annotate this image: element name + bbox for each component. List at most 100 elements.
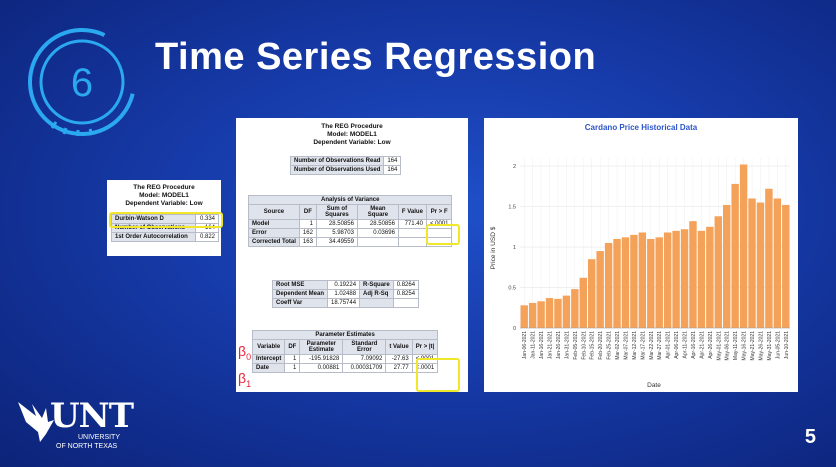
x-tick-label: Apr-26-2021 [708,331,714,359]
price-bar [520,305,528,328]
price-bar [756,202,765,328]
price-bar [571,289,579,328]
x-tick-label: Jan-26-2021 [556,331,562,359]
cell: 771.40 [397,219,427,229]
x-tick-label: Feb-20-2021 [598,331,604,360]
cell: Model [248,219,300,229]
dw-label: 1st Order Autocorrelation [111,232,196,242]
cell: 0.03696 [356,228,399,238]
slide-title: Time Series Regression [155,36,597,78]
cell: 0.00031709 [342,363,387,373]
cell: 1 [284,354,301,364]
svg-text:6: 6 [71,61,93,105]
col-header: Mean Square [356,204,399,220]
x-tick-label: May-01-2021 [716,331,722,361]
cell: Date [251,363,286,373]
cell: Intercept [251,354,286,364]
table-row: Coeff Var 18.75744 [271,298,420,308]
anova-title: Analysis of Variance [247,195,453,205]
table-row: Dependent Mean 1.02488 Adj R-Sq 0.8254 [271,289,420,299]
step-badge-icon: 6 [28,28,136,136]
cell: 0.00881 [299,363,344,373]
cell: 162 [298,228,317,238]
x-tick-label: May-31-2021 [767,331,773,361]
table-row: Corrected Total 163 34.49559 [248,237,453,247]
price-bar [706,226,714,328]
cell: -195.91828 [299,354,344,364]
dw-header-1: The REG Procedure [133,184,195,191]
x-tick-label: May-16-2021 [742,331,748,361]
cell: -27.63 [385,354,413,364]
params-title: Parameter Estimates [251,330,439,340]
beta0-label: β0 [238,343,252,362]
cell: 28.50856 [356,219,399,229]
price-bar [537,301,545,328]
cell [397,228,427,238]
highlight-box [416,358,460,392]
table-row: Error 162 5.98703 0.03696 [248,228,453,238]
obs-value: 164 [383,165,402,175]
cell [397,237,427,247]
price-bar [562,295,571,328]
x-tick-label: Apr-16-2021 [691,331,697,359]
price-bar [621,237,630,328]
col-header: DF [298,204,317,220]
col-header: Standard Error [342,339,387,355]
price-bar [748,198,756,328]
price-bar [663,232,672,328]
cell: 28.50856 [315,219,358,229]
table-row: Intercept 1 -195.91828 7.09092 -27.63 <.… [251,354,439,364]
cell: 0.8254 [392,289,420,299]
dw-header-3: Dependent Variable: Low [125,200,203,207]
y-tick-label: 1.5 [508,205,516,211]
x-tick-label: Jun-05-2021 [775,331,781,359]
x-tick-label: Feb-25-2021 [607,331,613,360]
cell: Coeff Var [271,298,329,308]
x-tick-label: May-21-2021 [750,331,756,361]
reg-header-1: The REG Procedure [321,123,383,130]
cell [356,237,399,247]
col-header: Parameter Estimate [299,339,344,355]
price-bar [680,229,689,328]
regression-panel: The REG Procedure Model: MODEL1 Dependen… [236,118,468,392]
logo-line-2: OF NORTH TEXAS [56,443,118,450]
col-header: Pr > |t| [411,339,439,355]
y-axis-label: Price in USD $ [490,226,497,269]
price-bar [655,237,663,328]
x-tick-label: Apr-01-2021 [666,331,672,359]
x-tick-label: Mar-12-2021 [632,331,638,360]
cell: 1 [284,363,301,373]
anova-table: Analysis of Variance Source DF Sum of Sq… [247,195,453,247]
table-row: Model 1 28.50856 28.50856 771.40 <.0001 [248,219,453,229]
logo-line-1: UNIVERSITY [78,434,121,441]
table-row: Root MSE 0.19224 R-Square 0.8264 [271,280,420,290]
table-row: 1st Order Autocorrelation 0.822 [111,232,220,242]
price-bar [739,164,748,328]
price-bar [672,230,680,328]
col-header: F Value [397,204,427,220]
y-tick-label: 2 [513,164,516,170]
cell: 0.8264 [392,280,420,290]
y-tick-label: 0 [513,326,516,332]
cell: Corrected Total [248,237,300,247]
cell: 18.75744 [327,298,361,308]
cell: Adj R-Sq [359,289,394,299]
x-tick-label: Mar-02-2021 [615,331,621,360]
cell: 1 [298,219,317,229]
highlight-box [109,212,223,228]
price-bar [528,302,537,328]
x-tick-label: May-06-2021 [725,331,731,361]
x-tick-label: Mar-17-2021 [640,331,646,360]
x-tick-label: Apr-11-2021 [683,331,689,359]
page-number: 5 [804,426,816,448]
table-row: Number of Observations Read 164 [289,156,402,166]
dw-value: 0.822 [194,232,220,242]
x-tick-label: May-26-2021 [758,331,764,361]
col-header: DF [284,339,301,355]
col-header: Sum of Squares [315,204,358,220]
highlight-box [426,224,460,245]
x-tick-label: Jan-06-2021 [522,331,528,359]
price-bar [613,238,621,328]
price-bar [731,183,739,328]
